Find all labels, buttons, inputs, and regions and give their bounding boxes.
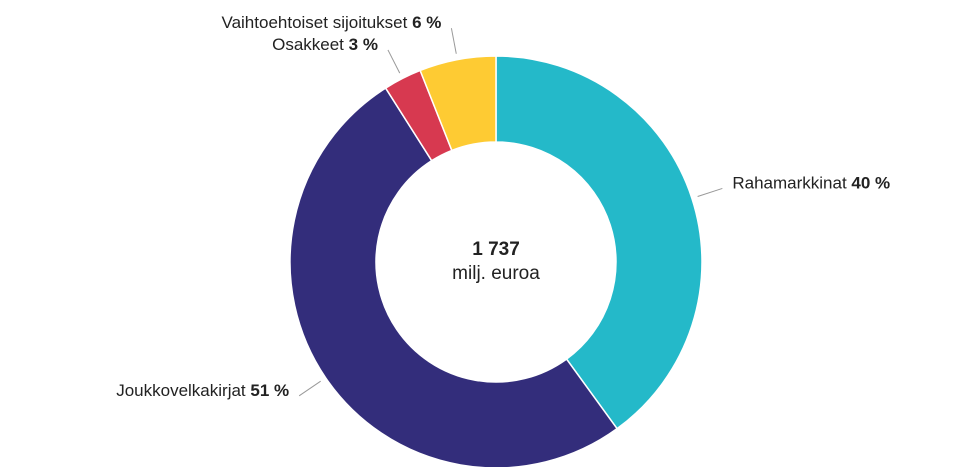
leader-line	[387, 49, 401, 74]
segment-label: Osakkeet 3 %	[272, 35, 378, 54]
category-label: Vaihtoehtoiset sijoitukset	[222, 14, 408, 33]
category-label: Joukkovelkakirjat	[116, 381, 246, 400]
segment-label: Vaihtoehtoiset sijoitukset 6 %	[222, 14, 442, 33]
donut-segment	[419, 55, 497, 152]
center-title: 1 737	[472, 239, 520, 260]
value-label: 51 %	[250, 381, 289, 400]
leader-line	[450, 28, 457, 54]
category-label: Osakkeet	[272, 35, 344, 54]
leader-line	[697, 187, 723, 197]
donut-segment	[495, 55, 703, 430]
segment-label: Rahamarkkinat 40 %	[732, 174, 890, 193]
segment-label: Joukkovelkakirjat 51 %	[116, 381, 289, 400]
leader-line	[298, 380, 321, 397]
donut-segment	[289, 87, 619, 467]
value-label: 40 %	[851, 174, 890, 193]
value-label: 6 %	[412, 14, 441, 33]
category-label: Rahamarkkinat	[732, 174, 847, 193]
center-subtitle: milj. euroa	[452, 263, 540, 284]
value-label: 3 %	[349, 35, 378, 54]
